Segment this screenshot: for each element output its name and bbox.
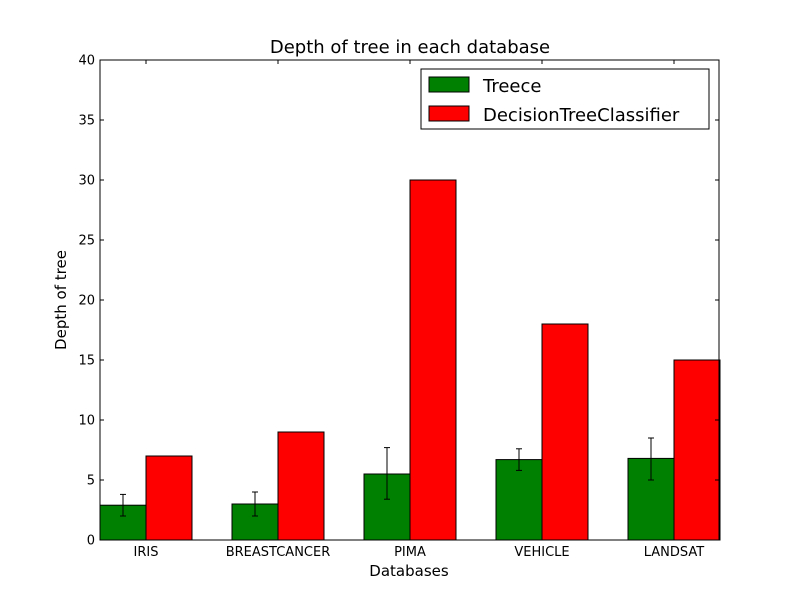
y-tick-label: 15 — [78, 354, 95, 369]
y-axis: 0 5 10 15 20 25 30 35 40 — [78, 54, 719, 549]
x-tick-label: IRIS — [134, 545, 159, 560]
plot-frame — [99, 59, 720, 541]
y-tick-label: 40 — [78, 54, 95, 69]
legend: Treece DecisionTreeClassifier — [420, 68, 710, 130]
chart-title: Depth of tree in each database — [270, 37, 550, 58]
y-tick-label: 5 — [87, 474, 95, 489]
x-tick-label: LANDSAT — [644, 545, 705, 560]
y-axis-label: Depth of tree — [52, 250, 70, 350]
bar-decisiontreeclassifier-pima — [409, 179, 457, 541]
bar-treece-vehicle — [495, 459, 543, 541]
bar-decisiontreeclassifier-iris — [145, 455, 193, 541]
bars-layer — [99, 179, 721, 541]
x-tick-label: VEHICLE — [514, 545, 569, 560]
errorbars-layer — [120, 437, 654, 517]
legend-swatch-treece — [428, 76, 470, 93]
x-axis: IRIS BREASTCANCER PIMA VEHICLE LANDSAT — [134, 60, 705, 560]
bar-decisiontreeclassifier-landsat — [673, 359, 721, 541]
y-tick-label: 10 — [78, 414, 95, 429]
errorbar-pima — [384, 447, 390, 500]
x-tick-label: BREASTCANCER — [226, 545, 331, 560]
legend-swatch-decisiontreeclassifier — [428, 105, 470, 122]
errorbar-iris — [120, 493, 126, 517]
errorbar-breastcancer — [252, 491, 258, 517]
y-tick-label: 25 — [78, 234, 95, 249]
y-tick-label: 0 — [87, 534, 95, 549]
bar-decisiontreeclassifier-breastcancer — [277, 431, 325, 541]
bar-decisiontreeclassifier-vehicle — [541, 323, 589, 541]
legend-label-decisiontreeclassifier: DecisionTreeClassifier — [483, 105, 680, 126]
y-tick-label: 35 — [78, 114, 95, 129]
errorbar-landsat — [648, 437, 654, 481]
errorbar-vehicle — [516, 448, 522, 471]
x-tick-label: PIMA — [394, 545, 426, 560]
y-tick-label: 30 — [78, 174, 95, 189]
legend-label-treece: Treece — [482, 76, 541, 97]
y-tick-label: 20 — [78, 294, 95, 309]
x-axis-label: Databases — [369, 562, 449, 580]
